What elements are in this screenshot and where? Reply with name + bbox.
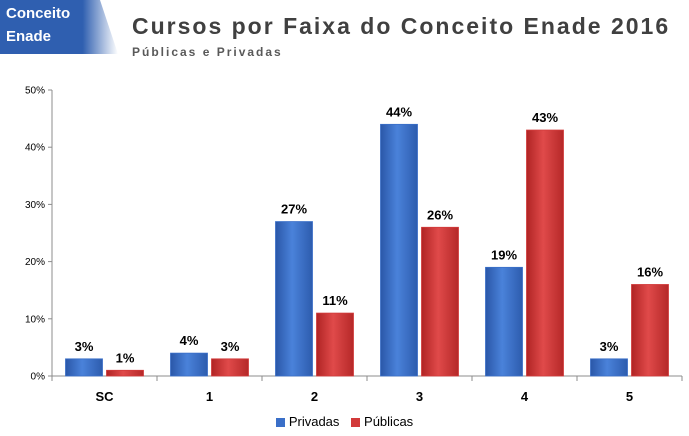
bar-privadas <box>170 352 208 377</box>
data-label-publicas: 3% <box>221 339 240 354</box>
bar-privadas <box>380 123 418 377</box>
x-tick-label: 4 <box>521 389 529 404</box>
bar-publicas <box>526 129 564 377</box>
data-label-privadas: 3% <box>75 339 94 354</box>
data-label-privadas: 44% <box>386 104 412 119</box>
data-label-privadas: 4% <box>180 333 199 348</box>
y-tick-label: 40% <box>25 143 45 154</box>
data-label-privadas: 19% <box>491 247 517 262</box>
bar-privadas <box>590 358 628 377</box>
bar-publicas <box>211 358 249 377</box>
chart-title: Cursos por Faixa do Conceito Enade 2016 <box>132 13 671 39</box>
legend-swatch-publicas <box>351 418 361 428</box>
data-label-publicas: 11% <box>322 293 348 308</box>
x-tick-label: 3 <box>416 389 423 404</box>
y-tick-label: 20% <box>25 257 45 268</box>
bar-privadas <box>275 221 313 377</box>
legend-item-publicas: Públicas <box>351 414 413 429</box>
data-label-publicas: 1% <box>116 350 135 365</box>
legend-label-privadas: Privadas <box>288 414 340 429</box>
tag-banner-shape <box>0 0 118 54</box>
bar-publicas <box>631 284 669 377</box>
legend: Privadas Públicas <box>0 414 689 429</box>
x-tick-label: SC <box>95 389 114 404</box>
tag-line-1: Conceito <box>6 5 71 22</box>
bar-publicas <box>106 369 144 377</box>
data-label-privadas: 3% <box>600 339 619 354</box>
data-label-publicas: 43% <box>532 110 558 125</box>
bar-privadas <box>485 266 523 377</box>
legend-item-privadas: Privadas <box>275 414 340 429</box>
bar-publicas <box>421 226 459 377</box>
data-label-publicas: 16% <box>637 264 663 279</box>
x-tick-label: 1 <box>206 389 213 404</box>
tag-line-2: Enade <box>6 28 52 45</box>
y-tick-label: 10% <box>25 314 45 325</box>
x-tick-label: 5 <box>626 389 633 404</box>
data-label-privadas: 27% <box>281 202 307 217</box>
concept-tag: Conceito Enade <box>0 0 120 54</box>
y-tick-label: 0% <box>31 372 46 383</box>
y-tick-label: 50% <box>25 86 45 97</box>
legend-swatch-privadas <box>275 418 285 428</box>
y-tick-label: 30% <box>25 200 45 211</box>
bar-privadas <box>65 358 103 377</box>
x-tick-label: 2 <box>311 389 318 404</box>
chart-subtitle: Públicas e Privadas <box>132 45 283 59</box>
legend-label-publicas: Públicas <box>364 414 414 429</box>
data-label-publicas: 26% <box>427 207 453 222</box>
bar-publicas <box>316 312 354 377</box>
